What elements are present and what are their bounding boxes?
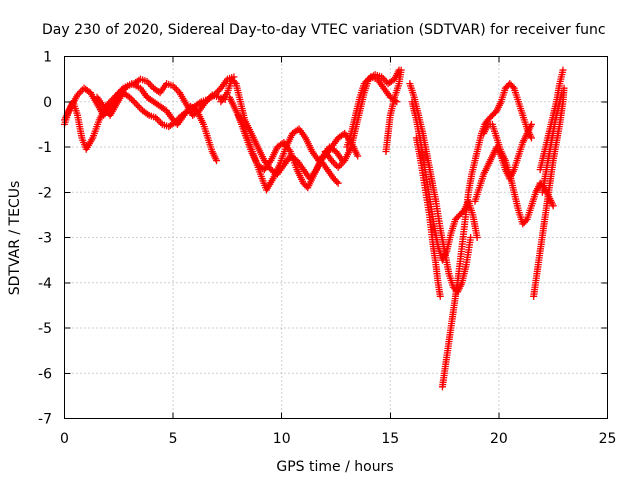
data-point bbox=[132, 100, 140, 108]
y-tick-label: -6 bbox=[38, 366, 52, 382]
series-arc-19 bbox=[538, 89, 566, 196]
y-tick-label: 1 bbox=[43, 50, 52, 66]
data-point bbox=[509, 83, 517, 91]
data-point bbox=[196, 99, 204, 107]
data-point bbox=[155, 117, 163, 125]
chart-title: Day 230 of 2020, Sidereal Day-to-day VTE… bbox=[42, 22, 606, 38]
data-point bbox=[144, 110, 152, 118]
x-tick-labels: 0 5 10 15 20 25 bbox=[60, 431, 616, 447]
y-tick-labels: -7 -6 -5 -4 -3 -2 -1 0 1 bbox=[38, 50, 52, 428]
data-point bbox=[134, 102, 142, 110]
y-tick-label: -3 bbox=[38, 231, 52, 247]
series-arc-14 bbox=[438, 80, 535, 391]
data-point bbox=[334, 179, 342, 187]
data-point bbox=[522, 217, 530, 225]
data-point bbox=[337, 160, 345, 168]
data-point bbox=[467, 234, 475, 241]
data-point bbox=[559, 66, 567, 74]
data-point bbox=[397, 66, 405, 74]
x-tick-label: 25 bbox=[599, 431, 617, 447]
data-point bbox=[129, 97, 137, 105]
series-arc-13 bbox=[412, 134, 444, 300]
data-point bbox=[527, 134, 535, 142]
data-point bbox=[131, 98, 139, 106]
x-axis-label: GPS time / hours bbox=[276, 459, 393, 475]
data-point bbox=[231, 78, 239, 86]
series-arc-10 bbox=[382, 66, 405, 156]
data-point bbox=[334, 163, 342, 171]
data-point bbox=[214, 88, 222, 96]
data-point bbox=[354, 152, 362, 160]
y-axis-label: SDTVAR / TECUs bbox=[7, 181, 23, 296]
data-point bbox=[331, 160, 339, 168]
data-point bbox=[333, 178, 341, 186]
series-arc-7 bbox=[234, 111, 342, 192]
y-tick-label: -7 bbox=[38, 412, 52, 428]
y-tick-label: 0 bbox=[43, 95, 52, 111]
data-point bbox=[146, 81, 154, 89]
x-tick-label: 0 bbox=[60, 431, 69, 447]
data-point bbox=[549, 202, 557, 210]
data-point bbox=[213, 157, 221, 165]
axis-ticks bbox=[64, 56, 608, 419]
data-marks bbox=[61, 66, 568, 391]
y-tick-label: -4 bbox=[38, 276, 52, 292]
data-point bbox=[527, 120, 535, 128]
x-tick-label: 5 bbox=[169, 431, 178, 447]
data-point bbox=[473, 234, 481, 241]
series-arc-4 bbox=[143, 93, 221, 165]
series-arc-6 bbox=[226, 93, 362, 194]
y-tick-label: -1 bbox=[38, 140, 52, 156]
x-tick-label: 10 bbox=[273, 431, 291, 447]
data-point bbox=[135, 103, 143, 111]
series-arc-1 bbox=[61, 80, 151, 153]
data-point bbox=[436, 292, 444, 300]
x-tick-label: 20 bbox=[490, 431, 508, 447]
y-tick-label: -2 bbox=[38, 185, 52, 201]
data-point bbox=[558, 89, 566, 97]
x-tick-label: 15 bbox=[381, 431, 399, 447]
y-tick-label: -5 bbox=[38, 321, 52, 337]
data-point bbox=[172, 85, 180, 93]
